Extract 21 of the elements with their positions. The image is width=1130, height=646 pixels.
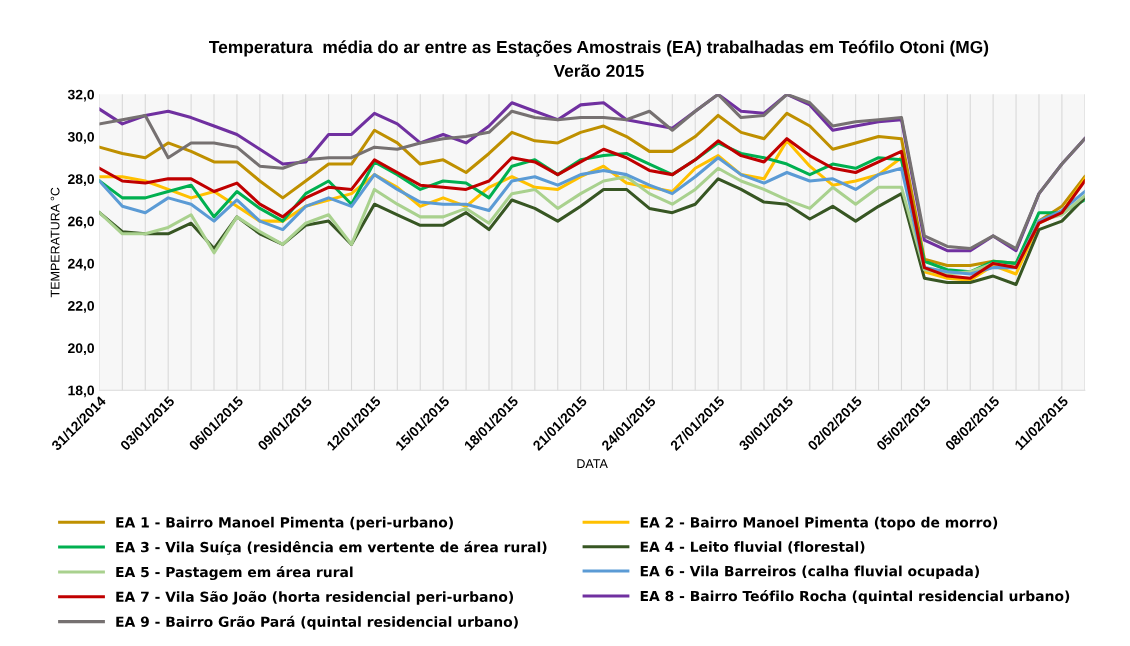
legend-label: EA 2 - Bairro Manoel Pimenta (topo de morro) (640, 516, 998, 531)
y-tick-label: 18,0 (68, 385, 95, 398)
chart-title: Temperatura média do ar entre as Estações Amostrais (EA) trabalhadas em Teófilo Otoni (MG) (209, 40, 989, 57)
legend-label: EA 7 - Vila São João (horta residencial peri-urbano) (116, 591, 514, 605)
legend-label: EA 1 - Bairro Manoel Pimenta (peri-urbano) (116, 516, 453, 531)
legend-label: EA 6 - Vila Barreiros (calha fluvial ocupada) (640, 565, 979, 580)
y-tick-label: 24,0 (68, 258, 95, 271)
legend-label: EA 8 - Bairro Teófilo Rocha (quintal residencial urbano) (640, 589, 1070, 604)
legend-label: EA 5 - Pastagem em área rural (116, 565, 353, 581)
y-tick-label: 22,0 (68, 300, 95, 313)
legend-label: EA 4 - Leito fluvial (florestal) (640, 541, 865, 554)
y-tick-label: 30,0 (67, 131, 95, 144)
y-tick-label: 26,0 (68, 216, 95, 229)
y-axis-title: TEMPERATURA °C (50, 187, 60, 298)
x-axis-title: DATA (577, 459, 608, 468)
y-tick-label: 28,0 (68, 174, 95, 187)
y-tick-label: 32,0 (67, 89, 95, 102)
legend-label: EA 3 - Vila Suíça (residência em vertente de área rural) (116, 541, 547, 555)
y-tick-label: 20,0 (68, 343, 95, 356)
legend-label: EA 9 - Bairro Grão Pará (quintal residencial urbano) (116, 615, 518, 630)
chart-subtitle: Verão 2015 (553, 64, 644, 78)
